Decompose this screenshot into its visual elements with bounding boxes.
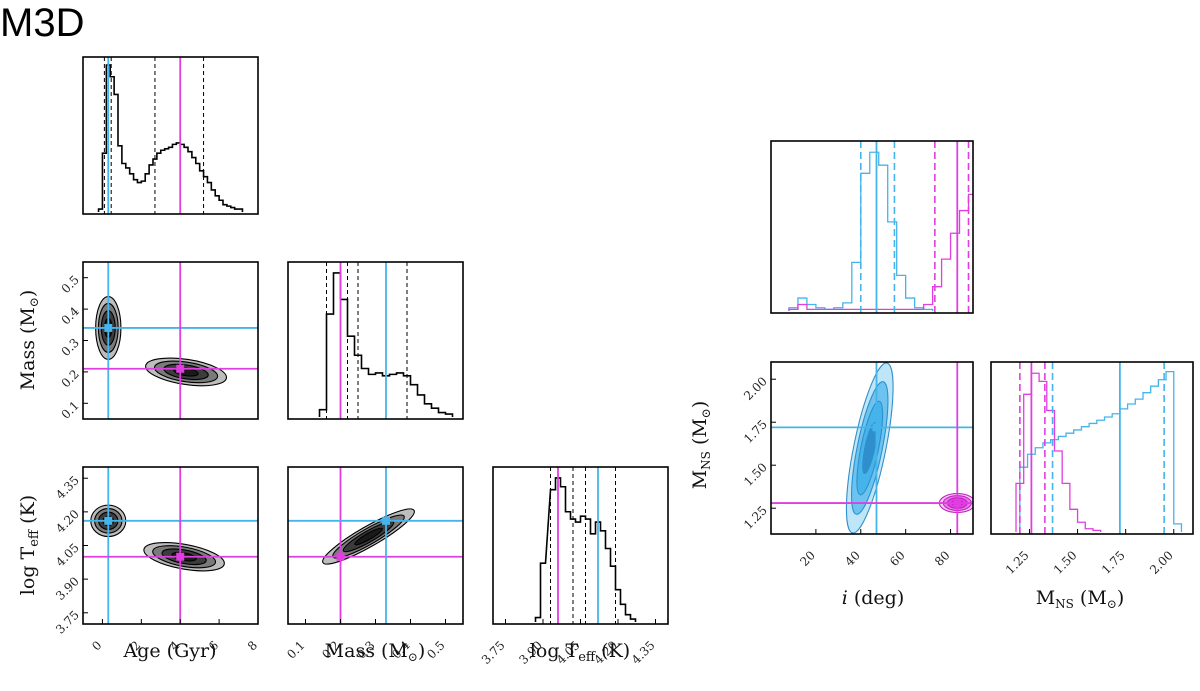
truth-point-magenta — [953, 499, 962, 508]
ylabel-mns: MNS (M⊙) — [689, 401, 713, 490]
contour-plot-area — [83, 467, 258, 624]
truth-point-cyan — [382, 516, 390, 525]
x-tick-label: 20 — [797, 548, 818, 569]
truth-point-cyan — [104, 516, 113, 525]
panel-frame — [770, 361, 974, 535]
xlabel-mns: MNS (M⊙) — [1036, 587, 1125, 611]
panel-frame — [492, 466, 669, 625]
x-tick-label: 4.35 — [629, 638, 658, 667]
x-tick-label: 8 — [245, 638, 260, 653]
y-tick-label: 0.2 — [59, 367, 82, 390]
x-tick-label: 80 — [932, 548, 953, 569]
y-tick-label: 1.50 — [741, 460, 770, 489]
truth-point-cyan — [104, 323, 113, 332]
y-tick-label: 0.4 — [59, 304, 83, 328]
y-tick-label: 4.35 — [53, 473, 82, 502]
x-tick-label: 2.00 — [1147, 548, 1176, 577]
y-tick-label: 4.20 — [53, 507, 82, 536]
contour-plot-area — [771, 362, 973, 534]
panel-mass-vs-age: 0.1 0.2 0.3 0.4 0.5 — [59, 261, 259, 422]
contour-level-4 — [862, 421, 878, 475]
x-tick-label: 0.5 — [424, 638, 447, 661]
panel-frame — [287, 261, 464, 420]
truth-point-cyan — [872, 423, 881, 432]
xlabel-mass: Mass (M⊙) — [325, 640, 426, 664]
histogram-plot-area — [1015, 362, 1183, 534]
x-tick-label: 1.25 — [1003, 548, 1032, 577]
xlabel-inclination: i (deg) — [842, 587, 905, 609]
x-tick-label: 3.75 — [479, 638, 508, 667]
x-tick-label: 40 — [842, 548, 863, 569]
panel-teff-histogram: 3.75 3.90 4.05 4.20 4.35 — [479, 466, 669, 667]
panel-teff-vs-age: 0 2 4 6 83.753.904.054.204.35 — [53, 466, 260, 654]
y-tick-label: 0.3 — [59, 336, 82, 359]
histogram-series — [534, 477, 637, 622]
histogram-plot-area — [318, 262, 454, 419]
histogram-plot-area — [97, 57, 244, 214]
panel-frame — [82, 56, 259, 215]
y-tick-label: 1.25 — [741, 503, 770, 532]
histogram-series — [97, 64, 244, 212]
panel-age-histogram — [82, 56, 259, 215]
panel-teff-vs-mass: 0.1 0.2 0.3 0.4 0.5 — [284, 466, 464, 662]
figure-title: M3D — [0, 1, 84, 45]
x-tick-label: 1.50 — [1051, 548, 1080, 577]
contour-level-4 — [354, 527, 383, 546]
panel-mns-vs-inclination: 20 40 60 80 1.25 1.50 1.75 2.00 — [741, 361, 974, 569]
y-tick-label: 0.5 — [59, 273, 82, 296]
truth-point-magenta — [336, 552, 345, 561]
y-tick-label: 4.05 — [53, 541, 82, 570]
truth-point-magenta — [176, 364, 185, 373]
y-tick-label: 2.00 — [741, 374, 770, 403]
y-tick-label: 3.90 — [53, 574, 82, 603]
x-tick-label: 0.1 — [284, 638, 307, 661]
ylabel-mass: Mass (M⊙) — [17, 290, 41, 391]
ylabel-teff: log Teff (K) — [17, 495, 42, 595]
truth-point-magenta — [176, 552, 185, 561]
contour-plot-area — [83, 262, 258, 419]
histogram-series-magenta — [788, 193, 973, 311]
y-tick-label: 0.1 — [59, 398, 82, 421]
histogram-plot-area — [534, 467, 637, 624]
panel-frame — [770, 140, 974, 314]
histogram-plot-area — [788, 141, 973, 313]
panel-inclination-histogram — [770, 140, 974, 314]
panel-mns-histogram: 1.25 1.50 1.75 2.00 — [990, 361, 1194, 577]
panel-frame — [990, 361, 1194, 535]
x-tick-label: 0 — [89, 638, 104, 653]
histogram-series-cyan — [788, 151, 934, 311]
x-tick-label: 60 — [887, 548, 908, 569]
x-tick-label: 1.75 — [1099, 548, 1128, 577]
panel-mass-histogram — [287, 261, 464, 420]
xlabel-age: Age (Gyr) — [123, 640, 217, 662]
panel-frame — [287, 466, 464, 625]
y-tick-label: 3.75 — [53, 608, 82, 637]
y-tick-label: 1.75 — [741, 417, 770, 446]
contour-plot-area — [288, 467, 463, 624]
xlabel-teff: log Teff (K) — [530, 640, 630, 665]
histogram-series-magenta — [1015, 372, 1102, 532]
